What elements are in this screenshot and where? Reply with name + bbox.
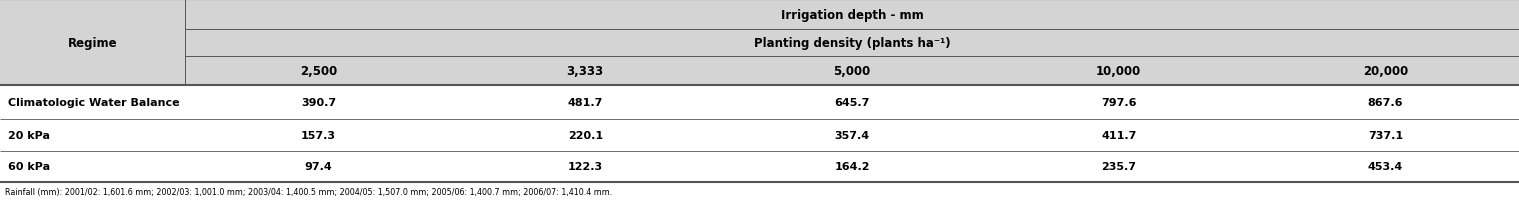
- Text: 97.4: 97.4: [304, 162, 333, 171]
- Text: Regime: Regime: [68, 37, 117, 49]
- Text: Climatologic Water Balance: Climatologic Water Balance: [8, 98, 179, 108]
- Text: 737.1: 737.1: [1369, 130, 1404, 140]
- Bar: [0, 182, 1519, 200]
- Text: Irrigation depth - mm: Irrigation depth - mm: [781, 9, 924, 22]
- Bar: [0, 57, 1519, 86]
- Bar: [0, 86, 1519, 120]
- Text: 164.2: 164.2: [834, 162, 870, 171]
- Text: 867.6: 867.6: [1367, 98, 1404, 108]
- Text: 390.7: 390.7: [301, 98, 336, 108]
- Bar: [0, 0, 1519, 30]
- Text: Planting density (plants ha⁻¹): Planting density (plants ha⁻¹): [753, 37, 951, 50]
- Text: 481.7: 481.7: [568, 98, 603, 108]
- Text: 10,000: 10,000: [1097, 65, 1141, 78]
- Text: 645.7: 645.7: [834, 98, 870, 108]
- Text: 3,333: 3,333: [567, 65, 603, 78]
- Text: 60 kPa: 60 kPa: [8, 162, 50, 171]
- Bar: [0, 120, 1519, 151]
- Text: 357.4: 357.4: [834, 130, 869, 140]
- Text: 411.7: 411.7: [1101, 130, 1136, 140]
- Bar: [0, 151, 1519, 182]
- Text: 235.7: 235.7: [1101, 162, 1136, 171]
- Text: 20,000: 20,000: [1363, 65, 1408, 78]
- Text: 220.1: 220.1: [568, 130, 603, 140]
- Text: 797.6: 797.6: [1101, 98, 1136, 108]
- Text: 5,000: 5,000: [834, 65, 870, 78]
- Bar: [0, 30, 1519, 57]
- Text: 122.3: 122.3: [568, 162, 603, 171]
- Text: 453.4: 453.4: [1369, 162, 1404, 171]
- Text: Rainfall (mm): 2001/02: 1,601.6 mm; 2002/03: 1,001.0 mm; 2003/04: 1,400.5 mm; 20: Rainfall (mm): 2001/02: 1,601.6 mm; 2002…: [5, 187, 612, 196]
- Text: 2,500: 2,500: [299, 65, 337, 78]
- Text: 157.3: 157.3: [301, 130, 336, 140]
- Text: 20 kPa: 20 kPa: [8, 130, 50, 140]
